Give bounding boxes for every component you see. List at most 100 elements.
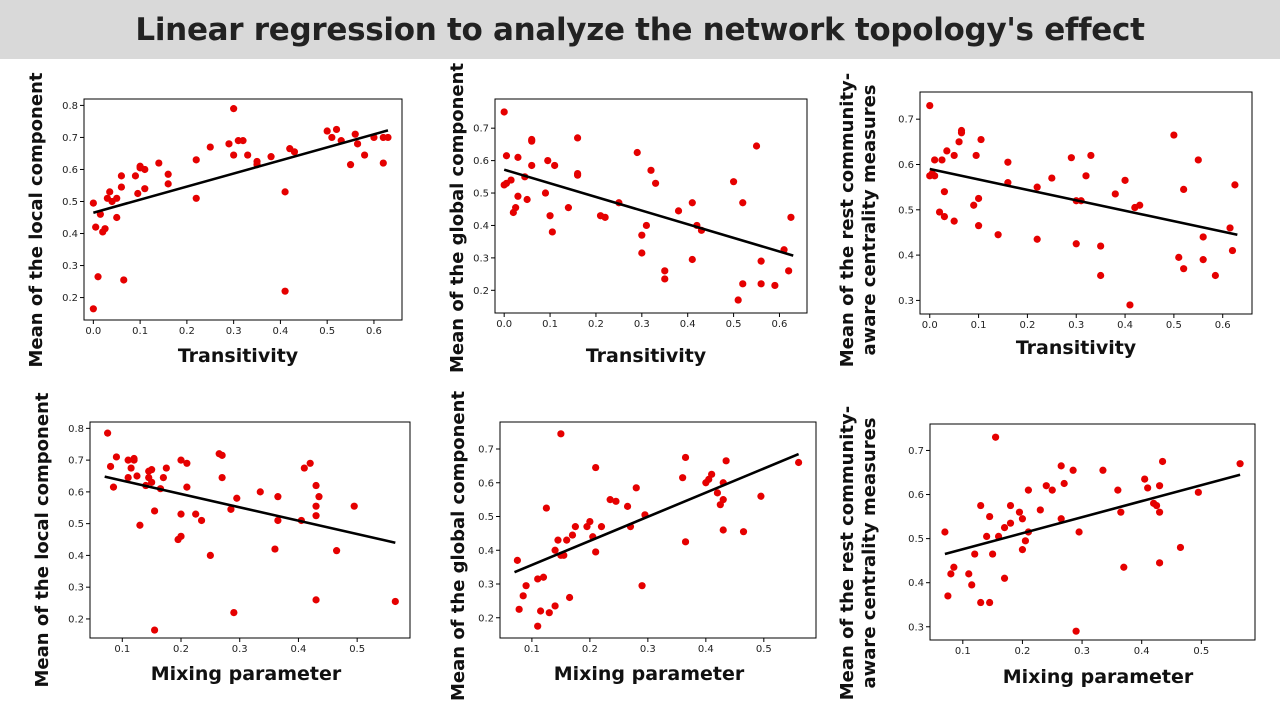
y-tick-label: 0.5 xyxy=(473,189,489,200)
x-tick-label: 0.6 xyxy=(1215,320,1231,331)
y-axis-title: Mean of the local component xyxy=(32,392,53,687)
y-tick-label: 0.8 xyxy=(62,101,78,112)
data-point xyxy=(230,608,238,617)
x-tick-label: 0.5 xyxy=(726,319,742,330)
data-point xyxy=(940,188,949,196)
data-point xyxy=(785,267,793,275)
x-axis-title: Mixing parameter xyxy=(554,663,745,685)
x-tick-label: 0.0 xyxy=(922,320,938,331)
x-tick-label: 0.3 xyxy=(634,319,650,330)
data-point xyxy=(719,526,727,534)
x-tick-label: 0.4 xyxy=(698,644,714,655)
x-tick-label: 0.6 xyxy=(772,319,788,330)
data-point xyxy=(545,609,553,617)
data-point xyxy=(346,161,355,169)
data-point xyxy=(940,212,949,221)
data-point xyxy=(133,472,141,480)
data-point xyxy=(568,531,577,539)
data-point xyxy=(267,153,275,161)
data-point xyxy=(1170,131,1178,139)
data-point xyxy=(661,267,669,275)
data-point xyxy=(148,466,156,474)
x-tick-label: 0.3 xyxy=(1068,320,1084,331)
data-point xyxy=(554,536,562,544)
data-point xyxy=(274,516,282,525)
data-point xyxy=(974,194,983,203)
data-point xyxy=(218,451,226,459)
regression-line xyxy=(929,167,1238,236)
data-point xyxy=(1117,508,1125,516)
y-tick-label: 0.6 xyxy=(908,490,924,501)
data-point xyxy=(141,185,149,193)
data-point xyxy=(564,204,573,212)
data-point xyxy=(384,133,392,142)
chart-transitivity-rest: 0.0 0.1 0.2 0.3 0.4 0.5 0.6 0.3 0.4 0.5 0.6 0.7 Tran… xyxy=(837,73,1253,367)
y-axis-title: Mean of the global component xyxy=(448,391,469,701)
data-point xyxy=(353,140,362,148)
x-tick-label: 0.1 xyxy=(971,320,987,331)
data-point xyxy=(991,433,1000,441)
x-tick-label: 0.0 xyxy=(496,319,512,330)
data-point xyxy=(1048,486,1056,494)
data-point xyxy=(130,454,138,463)
x-tick-label: 0.1 xyxy=(114,644,130,655)
data-point xyxy=(164,170,172,178)
data-point xyxy=(983,532,991,541)
data-point xyxy=(136,521,144,529)
y-tick-label: 0.4 xyxy=(898,251,914,262)
data-point xyxy=(688,255,696,264)
data-point xyxy=(230,151,238,159)
data-point xyxy=(1231,181,1239,189)
data-point xyxy=(601,213,609,221)
data-point xyxy=(638,231,646,239)
chart-transitivity-local: 0.0 0.1 0.2 0.3 0.4 0.5 0.6 0.2 0.3 0.4 0.5 0.6 0.7 0… xyxy=(26,72,403,367)
regression-line xyxy=(104,475,396,544)
data-point xyxy=(950,217,958,225)
data-point xyxy=(943,147,951,155)
data-point xyxy=(661,275,669,283)
y-tick-label: 0.3 xyxy=(898,296,914,307)
data-point xyxy=(515,605,523,613)
y-tick-label: 0.3 xyxy=(478,580,494,591)
data-point xyxy=(1097,242,1105,250)
y-tick-label: 0.7 xyxy=(62,133,78,144)
data-point xyxy=(1199,233,1207,241)
data-point xyxy=(164,180,172,188)
x-tick-label: 0.4 xyxy=(272,326,288,337)
data-point xyxy=(713,489,722,497)
y-axis-title-line: Mean of the local component xyxy=(32,392,53,687)
data-point xyxy=(1136,201,1144,209)
x-tick-label: 0.6 xyxy=(366,326,382,337)
data-point xyxy=(1211,271,1219,280)
data-point xyxy=(333,547,341,555)
y-tick-label: 0.5 xyxy=(898,205,914,216)
data-point xyxy=(281,188,289,196)
data-point xyxy=(1087,151,1095,160)
data-point xyxy=(1155,559,1164,567)
data-point xyxy=(971,550,979,558)
data-point xyxy=(148,478,156,486)
data-point xyxy=(1226,224,1234,232)
y-tick-label: 0.4 xyxy=(68,551,84,562)
data-point xyxy=(752,142,761,150)
data-point xyxy=(722,457,730,465)
plot-frame xyxy=(929,423,1256,641)
y-tick-label: 0.4 xyxy=(62,229,78,240)
data-point xyxy=(206,143,214,151)
data-point xyxy=(1033,235,1041,243)
data-point xyxy=(528,135,536,144)
data-point xyxy=(312,481,320,490)
data-point xyxy=(281,287,289,295)
data-point xyxy=(127,464,135,472)
data-point xyxy=(1199,256,1207,264)
data-point xyxy=(323,127,331,135)
data-point xyxy=(931,172,939,180)
data-point xyxy=(112,453,121,461)
data-point xyxy=(104,429,112,437)
data-point xyxy=(941,528,949,536)
plot-frame xyxy=(499,421,817,639)
data-point xyxy=(117,172,126,180)
x-tick-label: 0.5 xyxy=(349,644,365,655)
data-point xyxy=(787,213,795,221)
y-tick-label: 0.6 xyxy=(473,156,489,167)
